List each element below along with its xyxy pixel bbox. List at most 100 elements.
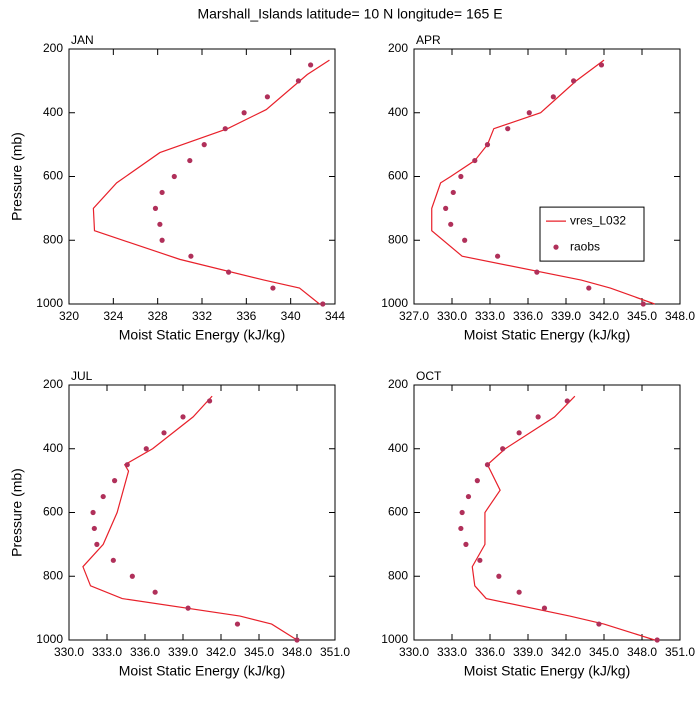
x-tick-label: 336.0 bbox=[130, 645, 160, 659]
obs-point bbox=[458, 525, 464, 532]
legend-label: raobs bbox=[570, 239, 600, 253]
profile-line bbox=[431, 59, 655, 305]
obs-point bbox=[526, 110, 532, 116]
panel-title: JUL bbox=[71, 369, 93, 383]
x-tick-label: 320 bbox=[59, 309, 79, 323]
obs-point bbox=[241, 110, 247, 116]
obs-point bbox=[157, 221, 163, 227]
obs-point bbox=[500, 446, 506, 452]
y-tick-label: 1000 bbox=[381, 296, 408, 310]
obs-point bbox=[654, 637, 660, 643]
x-axis-label: Moist Static Energy (kJ/kg) bbox=[464, 663, 631, 679]
obs-point bbox=[100, 493, 106, 500]
y-tick-label: 600 bbox=[388, 505, 408, 519]
obs-point bbox=[462, 237, 468, 243]
x-axis-label: Moist Static Energy (kJ/kg) bbox=[464, 327, 631, 343]
obs-point bbox=[161, 430, 167, 436]
obs-point bbox=[541, 605, 548, 611]
x-tick-label: 339.0 bbox=[513, 645, 543, 659]
legend-marker bbox=[553, 244, 559, 250]
x-tick-label: 330.0 bbox=[399, 645, 429, 659]
x-tick-label: 342.0 bbox=[551, 645, 581, 659]
y-tick-label: 600 bbox=[43, 169, 63, 183]
x-tick-label: 345.0 bbox=[244, 645, 274, 659]
x-axis-label: Moist Static Energy (kJ/kg) bbox=[119, 327, 286, 343]
obs-point bbox=[564, 398, 570, 404]
obs-point bbox=[640, 301, 646, 307]
x-tick-label: 328 bbox=[148, 309, 168, 323]
obs-point bbox=[484, 142, 491, 148]
obs-point bbox=[463, 541, 469, 547]
x-tick-label: 336 bbox=[236, 309, 256, 323]
obs-point bbox=[550, 94, 556, 100]
obs-point bbox=[143, 446, 149, 452]
x-axis-label: Moist Static Energy (kJ/kg) bbox=[119, 663, 286, 679]
obs-point bbox=[465, 493, 472, 500]
x-tick-label: 340 bbox=[281, 309, 301, 323]
obs-point bbox=[185, 605, 191, 611]
obs-point bbox=[534, 269, 540, 275]
x-tick-label: 324 bbox=[103, 309, 123, 323]
obs-point bbox=[458, 173, 464, 180]
profile-line bbox=[82, 395, 298, 641]
obs-point bbox=[484, 462, 491, 468]
panel-title: OCT bbox=[416, 369, 442, 383]
x-tick-label: 336.0 bbox=[475, 645, 505, 659]
y-tick-label: 800 bbox=[43, 568, 63, 582]
plot-frame bbox=[68, 48, 336, 305]
obs-point bbox=[207, 398, 213, 404]
obs-point bbox=[596, 621, 602, 627]
obs-point bbox=[586, 285, 592, 291]
x-tick-label: 348.0 bbox=[627, 645, 657, 659]
y-axis-label: Pressure (mb) bbox=[9, 132, 25, 221]
obs-point bbox=[450, 189, 456, 196]
y-tick-label: 200 bbox=[43, 377, 63, 391]
obs-point bbox=[129, 573, 135, 579]
y-tick-label: 800 bbox=[388, 568, 408, 582]
x-tick-label: 327.0 bbox=[399, 309, 429, 323]
y-tick-label: 600 bbox=[43, 505, 63, 519]
obs-point bbox=[443, 205, 449, 211]
obs-point bbox=[295, 78, 302, 84]
x-tick-label: 342.0 bbox=[206, 645, 236, 659]
plot-frame bbox=[68, 384, 336, 641]
obs-point bbox=[598, 62, 605, 68]
obs-point bbox=[294, 637, 300, 643]
obs-point bbox=[159, 237, 165, 243]
obs-point bbox=[496, 573, 502, 579]
obs-point bbox=[516, 589, 522, 595]
obs-point bbox=[226, 269, 232, 275]
y-tick-label: 200 bbox=[388, 377, 408, 391]
x-tick-label: 348.0 bbox=[665, 309, 695, 323]
y-tick-label: 400 bbox=[43, 441, 63, 455]
obs-point bbox=[112, 478, 118, 484]
obs-point bbox=[94, 541, 100, 547]
x-tick-label: 345.0 bbox=[589, 645, 619, 659]
obs-point bbox=[459, 509, 465, 516]
obs-point bbox=[90, 509, 96, 516]
x-tick-label: 351.0 bbox=[320, 645, 350, 659]
profile-line bbox=[92, 59, 330, 305]
plot-frame bbox=[413, 48, 681, 305]
legend-label: vres_L032 bbox=[570, 213, 626, 227]
obs-point bbox=[180, 414, 186, 420]
obs-point bbox=[516, 430, 522, 436]
obs-point bbox=[159, 189, 165, 196]
obs-point bbox=[495, 253, 501, 259]
obs-point bbox=[201, 142, 207, 148]
obs-point bbox=[474, 478, 480, 484]
obs-point bbox=[171, 173, 177, 180]
figure-title: Marshall_Islands latitude= 10 N longitud… bbox=[197, 6, 502, 22]
y-tick-label: 1000 bbox=[381, 632, 408, 646]
obs-point bbox=[222, 126, 228, 132]
obs-point bbox=[308, 62, 314, 68]
obs-point bbox=[187, 157, 193, 164]
x-tick-label: 345.0 bbox=[627, 309, 657, 323]
x-tick-label: 339.0 bbox=[551, 309, 581, 323]
obs-point bbox=[188, 253, 194, 259]
obs-point bbox=[448, 221, 454, 227]
obs-point bbox=[472, 157, 478, 164]
obs-point bbox=[234, 621, 241, 627]
obs-point bbox=[270, 285, 276, 291]
